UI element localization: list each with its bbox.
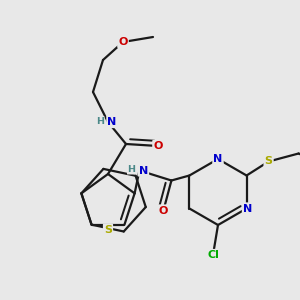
Text: O: O xyxy=(153,141,163,151)
Text: O: O xyxy=(118,37,128,47)
Text: S: S xyxy=(104,225,112,235)
Text: H: H xyxy=(96,116,104,125)
Text: O: O xyxy=(159,206,168,215)
Text: Cl: Cl xyxy=(207,250,219,260)
Text: N: N xyxy=(213,154,223,164)
Text: N: N xyxy=(107,117,117,127)
Text: S: S xyxy=(265,157,273,166)
Text: N: N xyxy=(139,166,148,176)
Text: H: H xyxy=(128,165,135,174)
Text: N: N xyxy=(243,203,252,214)
